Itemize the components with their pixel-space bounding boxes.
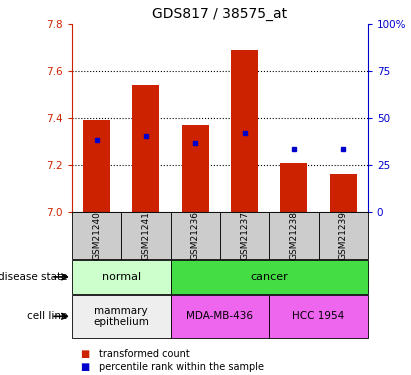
Bar [171,295,269,338]
Text: mammary
epithelium: mammary epithelium [93,306,149,327]
Text: percentile rank within the sample: percentile rank within the sample [99,362,263,372]
Text: disease state: disease state [0,272,68,282]
Text: GSM21237: GSM21237 [240,211,249,260]
Text: GSM21236: GSM21236 [191,211,200,260]
Text: ■: ■ [80,362,90,372]
Text: cancer: cancer [250,272,288,282]
Bar [269,212,319,259]
Text: cell line: cell line [28,311,68,321]
Bar [72,260,171,294]
Bar [231,50,258,212]
Bar [182,125,209,212]
Bar [319,212,368,259]
Bar [132,86,159,212]
Text: GSM21240: GSM21240 [92,211,101,260]
Bar [83,120,110,212]
Text: MDA-MB-436: MDA-MB-436 [186,311,254,321]
Bar [280,163,307,212]
Bar [220,212,269,259]
Text: transformed count: transformed count [99,350,189,359]
Text: ■: ■ [80,350,90,359]
Text: HCC 1954: HCC 1954 [292,311,345,321]
Bar [121,212,171,259]
Bar [269,295,368,338]
Bar [330,174,357,212]
Text: GSM21238: GSM21238 [289,211,298,260]
Text: GSM21239: GSM21239 [339,211,348,260]
Title: GDS817 / 38575_at: GDS817 / 38575_at [152,7,287,21]
Bar [171,212,220,259]
Text: normal: normal [102,272,141,282]
Bar [72,212,121,259]
Bar [72,295,171,338]
Bar [171,260,368,294]
Text: GSM21241: GSM21241 [141,211,150,260]
